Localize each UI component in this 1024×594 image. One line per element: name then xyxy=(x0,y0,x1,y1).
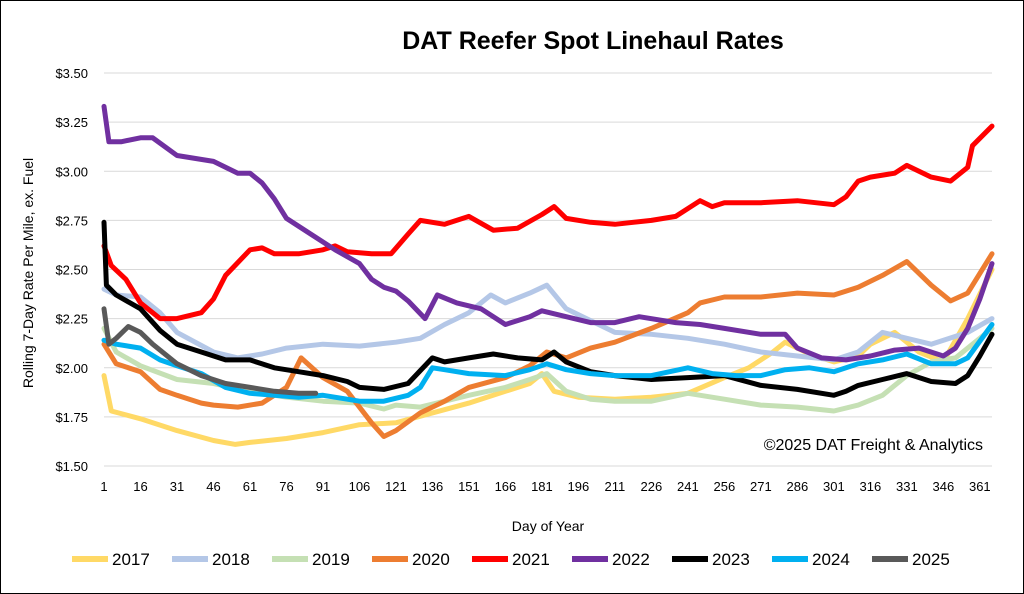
x-tick-label: 151 xyxy=(458,479,480,494)
legend-item-2021: 2021 xyxy=(472,550,550,569)
x-tick-label: 166 xyxy=(495,479,517,494)
series-line-2025 xyxy=(101,306,319,396)
x-tick-label: 91 xyxy=(316,479,330,494)
x-tick-label: 121 xyxy=(385,479,407,494)
y-tick-label: $1.75 xyxy=(55,410,88,425)
legend-label: 2023 xyxy=(712,550,750,569)
legend-item-2022: 2022 xyxy=(572,550,650,569)
legend: 2017 2018 2019 2020 2021 2022 2023 2024 2025 xyxy=(72,550,950,569)
series-line-2020 xyxy=(101,251,995,439)
legend-label: 2019 xyxy=(312,550,350,569)
legend-label: 2018 xyxy=(212,550,250,569)
x-tick-label: 16 xyxy=(133,479,147,494)
legend-label: 2021 xyxy=(512,550,550,569)
x-tick-label: 241 xyxy=(677,479,699,494)
y-tick-label: $3.25 xyxy=(55,115,88,130)
gridlines xyxy=(104,72,992,467)
y-tick-label: $3.00 xyxy=(55,164,88,179)
legend-item-2025: 2025 xyxy=(872,550,950,569)
y-tick-label: $2.25 xyxy=(55,312,88,327)
legend-label: 2024 xyxy=(812,550,850,569)
x-tick-label: 136 xyxy=(422,479,444,494)
y-axis-label: Rolling 7-Day Rate Per Mile, ex. Fuel xyxy=(20,158,36,388)
x-tick-label: 331 xyxy=(896,479,918,494)
x-tick-label: 286 xyxy=(787,479,809,494)
x-tick-label: 181 xyxy=(531,479,553,494)
copyright-annotation: ©2025 DAT Freight & Analytics xyxy=(764,437,983,454)
x-tick-label: 106 xyxy=(349,479,371,494)
series-lines xyxy=(101,103,995,447)
legend-item-2019: 2019 xyxy=(272,550,350,569)
x-tick-label: 316 xyxy=(860,479,882,494)
legend-label: 2017 xyxy=(112,550,150,569)
legend-item-2018: 2018 xyxy=(172,550,250,569)
x-tick-label: 301 xyxy=(823,479,845,494)
y-axis-ticks: $1.50 $1.75 $2.00 $2.25 $2.50 $2.75 $3.00 $3.25… xyxy=(55,66,88,474)
y-tick-label: $2.50 xyxy=(55,263,88,278)
y-tick-label: $2.75 xyxy=(55,213,88,228)
x-tick-label: 346 xyxy=(932,479,954,494)
series-line-2018 xyxy=(101,282,995,363)
x-tick-label: 256 xyxy=(714,479,736,494)
x-tick-label: 271 xyxy=(750,479,772,494)
series-line-2019 xyxy=(101,325,995,414)
y-tick-label: $2.00 xyxy=(55,361,88,376)
series-line-2023 xyxy=(101,219,995,398)
x-axis-label: Day of Year xyxy=(512,518,585,534)
x-tick-label: 31 xyxy=(170,479,184,494)
x-tick-label: 61 xyxy=(243,479,257,494)
series-line-2021 xyxy=(101,123,995,322)
chart-title: DAT Reefer Spot Linehaul Rates xyxy=(402,27,784,55)
series-line-2024 xyxy=(101,322,995,404)
series-line-2022 xyxy=(101,103,995,363)
x-tick-label: 226 xyxy=(641,479,663,494)
legend-label: 2025 xyxy=(912,550,950,569)
x-axis-ticks: 1 16 31 46 61 76 91 106 121 136 151 166 181 196 211 226… xyxy=(100,479,990,494)
x-tick-label: 211 xyxy=(605,479,626,494)
legend-label: 2022 xyxy=(612,550,650,569)
y-tick-label: $3.50 xyxy=(55,66,88,81)
x-tick-label: 196 xyxy=(568,479,590,494)
legend-label: 2020 xyxy=(412,550,450,569)
legend-item-2017: 2017 xyxy=(72,550,150,569)
legend-item-2020: 2020 xyxy=(372,550,450,569)
legend-item-2024: 2024 xyxy=(772,550,850,569)
x-tick-label: 76 xyxy=(279,479,293,494)
legend-item-2023: 2023 xyxy=(672,550,750,569)
y-tick-label: $1.50 xyxy=(55,459,88,474)
x-tick-label: 46 xyxy=(206,479,220,494)
x-tick-label: 361 xyxy=(969,479,991,494)
x-tick-label: 1 xyxy=(100,479,107,494)
